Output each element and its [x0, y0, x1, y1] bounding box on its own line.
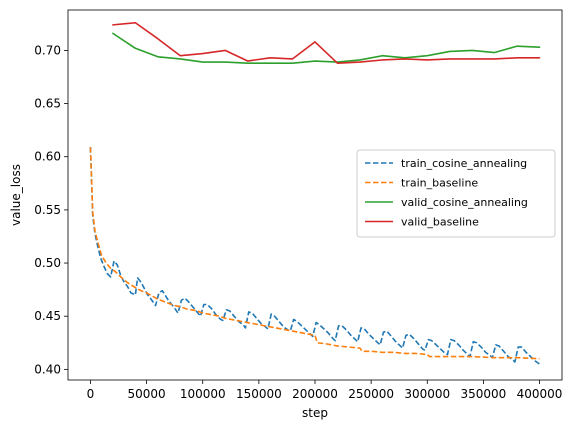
x-tick-label: 350000 — [461, 387, 507, 401]
legend: train_cosine_annealing train_baselinevali… — [356, 149, 556, 238]
x-tick-label: 300000 — [404, 387, 450, 401]
y-tick-label: 0.55 — [34, 203, 61, 217]
legend-entry-label: train_baseline — [401, 177, 478, 190]
x-axis-label: step — [302, 406, 328, 420]
legend-entry-label: valid_cosine_annealing — [401, 196, 528, 209]
legend-entry-label: valid_baseline — [401, 216, 479, 229]
x-tick-label: 200000 — [292, 387, 338, 401]
y-tick-label: 0.40 — [34, 362, 61, 376]
legend-entry-label: train_cosine_annealing — [401, 157, 527, 170]
y-tick-label: 0.65 — [34, 97, 61, 111]
y-axis-label: value_loss — [9, 164, 23, 226]
x-axis-ticks: 0 50000 100000 150000 200000 250000 300000 3500… — [87, 380, 563, 401]
y-axis-ticks: 0.40 0.45 0.50 0.55 0.60 0.65 0.70 — [34, 43, 68, 376]
y-tick-label: 0.50 — [34, 256, 61, 270]
x-tick-label: 150000 — [236, 387, 282, 401]
x-tick-label: 50000 — [127, 387, 165, 401]
series-layer — [89, 21, 541, 365]
x-tick-label: 400000 — [517, 387, 563, 401]
x-tick-label: 250000 — [348, 387, 394, 401]
y-tick-label: 0.60 — [34, 150, 61, 164]
series-line-valid-cosine-annealing — [112, 32, 541, 64]
y-tick-label: 0.45 — [34, 309, 61, 323]
legend-box — [356, 149, 556, 238]
y-tick-label: 0.70 — [34, 43, 61, 57]
x-tick-label: 100000 — [180, 387, 226, 401]
series-line-train-baseline — [89, 147, 540, 360]
x-tick-label: 0 — [87, 387, 95, 401]
series-line-valid-baseline — [112, 21, 541, 64]
